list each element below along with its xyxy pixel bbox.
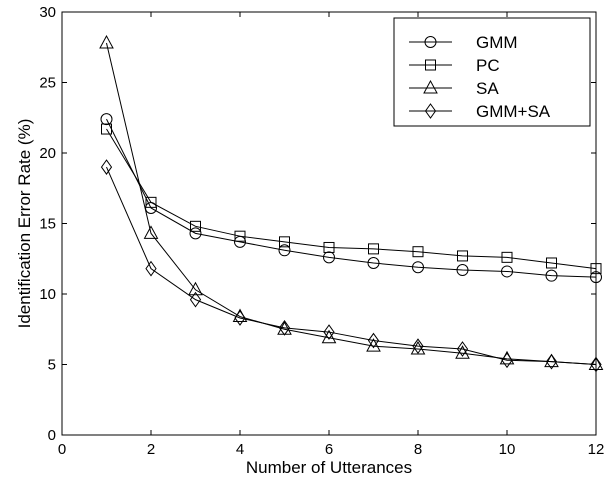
data-point-pc [323, 241, 335, 253]
data-point-pc [457, 250, 468, 262]
legend-item-pc: PC [409, 56, 500, 75]
x-axis-title: Number of Utterances [246, 458, 412, 477]
data-point-gmm [189, 227, 202, 240]
data-point-sa [544, 353, 559, 368]
y-tick-label: 20 [39, 145, 56, 162]
data-point-sa [588, 356, 604, 370]
data-point-pc [279, 236, 290, 248]
series-gmm-sa [100, 159, 602, 373]
data-point-sa [143, 225, 159, 239]
data-point-gmm-sa [100, 159, 113, 175]
data-point-gmm [545, 269, 558, 282]
legend-marker-gmm-sa [424, 103, 437, 119]
y-tick-label: 10 [39, 286, 56, 303]
data-point-pc [501, 251, 513, 263]
y-tick-label: 5 [48, 357, 56, 374]
series-line-pc [106, 128, 597, 270]
data-point-pc [101, 123, 112, 135]
data-point-pc [234, 230, 246, 242]
tick-marks [61, 11, 597, 436]
y-tick-label: 30 [39, 4, 56, 21]
legend-item-sa: SA [409, 79, 499, 98]
x-tick-label: 0 [58, 441, 66, 458]
y-tick-label: 25 [39, 75, 56, 92]
data-point-gmm [323, 251, 335, 264]
data-point-pc [546, 257, 557, 269]
y-tick-label: 0 [48, 427, 56, 444]
data-point-gmm [367, 256, 380, 269]
data-point-gmm-sa [189, 291, 202, 308]
data-point-pc [190, 220, 201, 232]
y-axis-title: Identification Error Rate (%) [15, 119, 34, 329]
x-tick-label: 12 [588, 441, 605, 458]
series-pc [101, 123, 602, 275]
legend-label: PC [476, 56, 500, 75]
data-point-sa [321, 329, 337, 344]
data-point-gmm [590, 271, 602, 284]
legend-label: GMM [476, 33, 518, 52]
y-tick-label: 15 [39, 216, 56, 233]
x-tick-label: 4 [236, 441, 244, 458]
legend: GMM PC SA GMM+SA [393, 17, 591, 127]
x-tick-label: 2 [147, 441, 155, 458]
tick-labels: 0 2 4 6 8 10 12 0 5 10 15 20 25 30 [39, 4, 604, 458]
x-tick-label: 8 [414, 441, 422, 458]
data-point-sa [99, 34, 114, 49]
data-point-gmm-sa [234, 310, 246, 326]
legend-marker-gmm [424, 36, 437, 48]
data-point-gmm [278, 244, 291, 257]
data-point-gmm-sa [412, 338, 424, 355]
data-point-gmm [100, 113, 113, 126]
data-point-pc [590, 263, 602, 275]
data-point-gmm-sa [501, 352, 513, 369]
data-point-gmm [456, 264, 469, 277]
data-point-pc [412, 246, 424, 258]
legend-item-gmm: GMM [409, 33, 518, 52]
series-line-gmm [106, 118, 597, 278]
legend-item-gmm-sa: GMM+SA [409, 102, 551, 121]
data-point-gmm-sa [145, 260, 157, 277]
series-line-gmm-sa [106, 166, 597, 365]
data-point-gmm-sa [323, 324, 335, 340]
data-point-gmm-sa [545, 353, 558, 370]
data-point-gmm [501, 265, 513, 278]
data-point-pc [145, 196, 157, 208]
x-tick-label: 10 [499, 441, 516, 458]
legend-label: SA [476, 79, 499, 98]
legend-label: GMM+SA [476, 102, 551, 121]
legend-marker-pc [425, 59, 436, 71]
series-line-sa [106, 42, 597, 365]
x-tick-label: 6 [325, 441, 333, 458]
data-point-gmm-sa [590, 356, 602, 373]
data-point-sa [366, 338, 381, 352]
legend-box [393, 17, 591, 127]
data-point-pc [368, 243, 379, 255]
data-point-gmm-sa [456, 341, 469, 357]
data-point-gmm-sa [367, 332, 380, 349]
data-point-gmm [412, 261, 424, 274]
legend-marker-sa [423, 79, 438, 94]
series-layer [99, 34, 604, 373]
data-point-gmm-sa [278, 319, 291, 336]
data-point-sa [188, 281, 203, 296]
